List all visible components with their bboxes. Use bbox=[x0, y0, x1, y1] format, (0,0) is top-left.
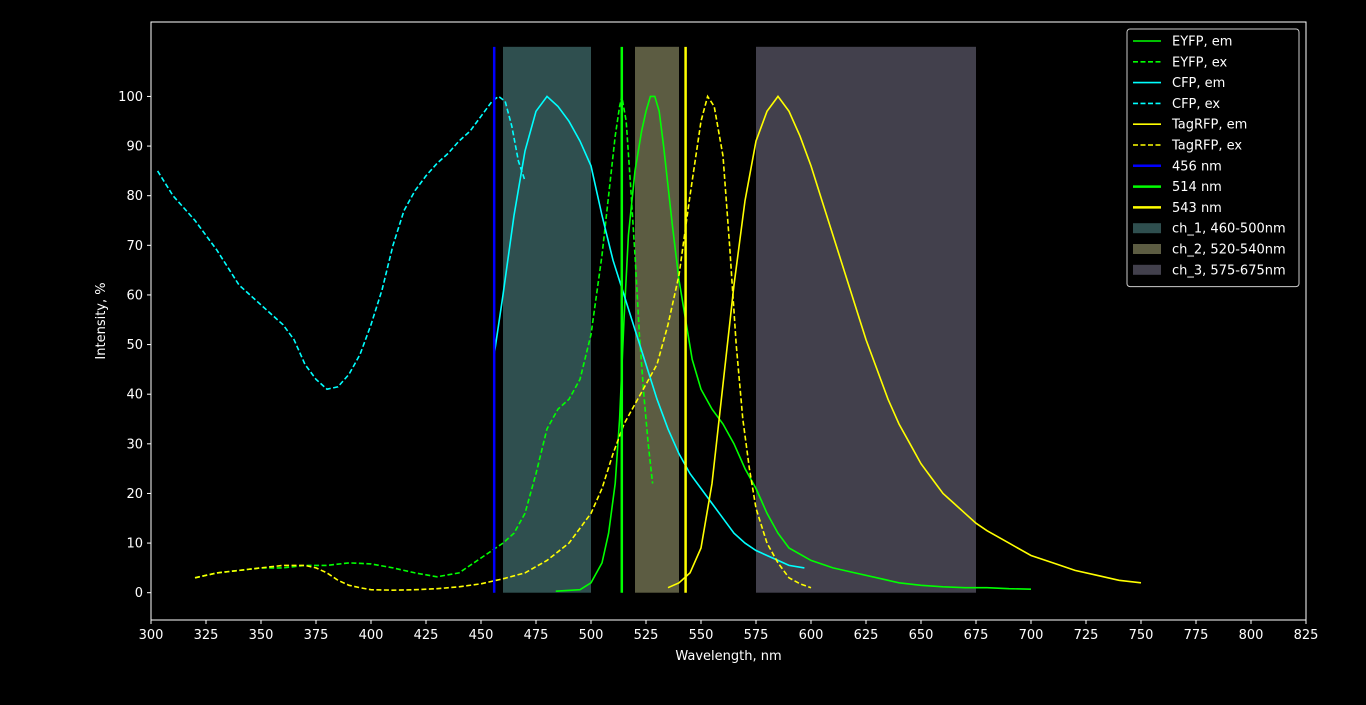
y-tick-label: 70 bbox=[126, 239, 143, 254]
y-axis-label: Intensity, % bbox=[94, 282, 109, 359]
series-eyfp-ex bbox=[194, 96, 654, 579]
legend-swatch bbox=[1133, 244, 1161, 254]
legend-label: EYFP, em bbox=[1172, 35, 1232, 50]
x-tick-label: 425 bbox=[414, 628, 439, 643]
band-ch3 bbox=[756, 46, 976, 593]
y-tick-label: 40 bbox=[126, 388, 143, 403]
series-tagrfp-ex bbox=[194, 94, 812, 592]
x-tick-label: 675 bbox=[964, 628, 989, 643]
x-tick-label: 825 bbox=[1294, 628, 1319, 643]
y-tick-label: 30 bbox=[126, 437, 143, 452]
series-tagrfp-em bbox=[667, 95, 1142, 589]
series-cfp-em bbox=[493, 95, 805, 569]
legend-label: CFP, ex bbox=[1172, 97, 1220, 112]
x-axis-label: Wavelength, nm bbox=[675, 649, 781, 664]
legend-label: CFP, em bbox=[1172, 76, 1225, 91]
legend-label: EYFP, ex bbox=[1172, 55, 1228, 70]
x-tick-label: 625 bbox=[854, 628, 879, 643]
legend-label: TagRFP, ex bbox=[1171, 139, 1242, 154]
band-ch2 bbox=[635, 46, 679, 593]
legend-label: ch_3, 575-675nm bbox=[1172, 263, 1286, 278]
legend-swatch bbox=[1133, 223, 1161, 234]
legend-swatch bbox=[1133, 264, 1161, 275]
legend-label: 456 nm bbox=[1172, 159, 1222, 174]
x-tick-label: 450 bbox=[469, 628, 494, 643]
x-tick-label: 375 bbox=[304, 628, 329, 643]
x-tick-label: 325 bbox=[194, 628, 219, 643]
band-ch1 bbox=[503, 46, 591, 593]
x-tick-label: 775 bbox=[1184, 628, 1209, 643]
x-tick-label: 300 bbox=[139, 628, 164, 643]
legend-box bbox=[1126, 28, 1300, 288]
y-tick-label: 60 bbox=[126, 288, 143, 303]
legend-label: 543 nm bbox=[1172, 201, 1222, 216]
y-tick-label: 100 bbox=[118, 90, 143, 105]
series-cfp-ex bbox=[156, 95, 526, 391]
x-tick-label: 500 bbox=[579, 628, 604, 643]
x-tick-label: 475 bbox=[524, 628, 549, 643]
y-tick-label: 20 bbox=[126, 487, 143, 502]
plot-frame bbox=[150, 21, 1307, 621]
x-tick-label: 575 bbox=[744, 628, 769, 643]
y-tick-label: 10 bbox=[126, 537, 143, 552]
x-tick-label: 525 bbox=[634, 628, 659, 643]
legend-label: TagRFP, em bbox=[1171, 118, 1247, 133]
y-tick-label: 80 bbox=[126, 189, 143, 204]
x-tick-label: 400 bbox=[359, 628, 384, 643]
x-tick-label: 350 bbox=[249, 628, 274, 643]
y-tick-label: 90 bbox=[126, 140, 143, 155]
x-tick-label: 600 bbox=[799, 628, 824, 643]
legend-label: 514 nm bbox=[1172, 180, 1222, 195]
y-tick-label: 0 bbox=[135, 586, 143, 601]
x-tick-label: 750 bbox=[1129, 628, 1154, 643]
x-tick-label: 550 bbox=[689, 628, 714, 643]
y-tick-label: 50 bbox=[126, 338, 143, 353]
x-tick-label: 700 bbox=[1019, 628, 1044, 643]
x-tick-label: 725 bbox=[1074, 628, 1099, 643]
legend: EYFP, em EYFP, ex CFP, em CFP, ex TagRFP, em… bbox=[1126, 28, 1300, 288]
x-tick-label: 650 bbox=[909, 628, 934, 643]
x-tick-label: 800 bbox=[1239, 628, 1264, 643]
legend-label: ch_2, 520-540nm bbox=[1172, 243, 1286, 258]
legend-label: ch_1, 460-500nm bbox=[1172, 222, 1286, 237]
